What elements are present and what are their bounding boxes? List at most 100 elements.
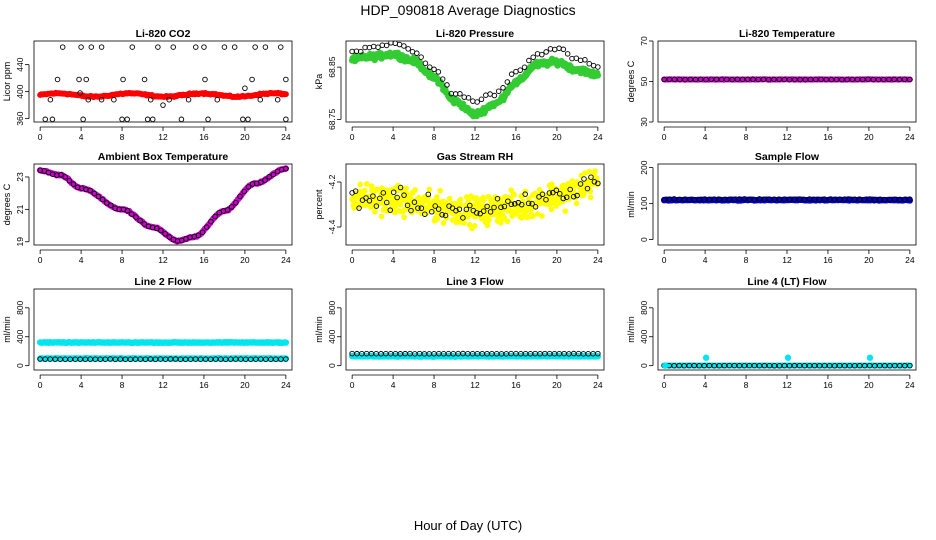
panel-1-open-point: [283, 116, 289, 122]
panel-5-title: Gas Stream RH: [437, 151, 513, 163]
panel-3-open-point: [797, 76, 803, 83]
panel-5-open-point: [484, 203, 490, 210]
panel-5-filled-point: [586, 168, 593, 175]
panel-5-open-point: [532, 204, 539, 210]
panel-7-y-tick-label: 0: [15, 363, 25, 368]
panel-5-filled-point: [367, 204, 374, 210]
panel-5-y-tick-label: -4.4: [327, 219, 337, 234]
panel-4-open-point: [137, 217, 143, 224]
panel-5-filled-point: [573, 200, 580, 207]
panel-2-open-point: [560, 46, 567, 53]
panel-2-open-point: [435, 69, 442, 75]
panel-3-marks: [661, 76, 913, 83]
panel-2-open-point: [461, 94, 467, 100]
panel-2-open-point: [543, 49, 549, 55]
panel-1-x-tick-label: 0: [38, 132, 43, 142]
panel-5-filled-point: [486, 217, 492, 224]
panel-8-x-tick-label: 16: [511, 380, 521, 390]
panel-5-open-point: [487, 209, 494, 215]
panel-1-open-point: [231, 44, 238, 50]
panel-5-open-point: [567, 186, 573, 193]
panel-7-y-label: ml/min: [2, 316, 12, 343]
panel-8-x-tick-label: 4: [391, 380, 396, 390]
panel-2-open-point: [564, 51, 571, 57]
panel-3-open-point: [771, 76, 777, 83]
panel-4-x-tick-label: 16: [199, 255, 209, 265]
panel-1-open-point: [88, 44, 95, 50]
panel-2-open-point: [457, 91, 463, 97]
panel-1-y-tick-label: 440: [15, 57, 25, 71]
panel-7-title: Line 2 Flow: [134, 276, 192, 288]
panel-2-x-tick-label: 16: [511, 132, 521, 142]
panel-3-x-tick-label: 20: [864, 132, 874, 142]
panel-5-x-tick-label: 0: [350, 255, 355, 265]
panel-5-open-point: [422, 211, 428, 217]
panel-6-frame: [657, 163, 917, 246]
panel-5-open-point: [467, 202, 473, 209]
panel-3-x-tick-label: 4: [703, 132, 708, 142]
panel-7-x-tick-label: 20: [240, 380, 250, 390]
panel-9-x-tick-label: 8: [744, 380, 749, 390]
panel-2-open-point: [500, 85, 506, 91]
panel-3-open-point: [713, 76, 720, 82]
panel-5-filled-point: [492, 194, 498, 200]
panel-1-open-point: [83, 76, 89, 83]
panel-2-x-tick-label: 12: [470, 132, 480, 142]
panel-1-open-point: [160, 102, 166, 108]
panel-4-frame: [33, 163, 293, 246]
panel-4-y-tick-label: 21: [15, 204, 25, 214]
panel-2-y-tick-label: 68.75: [327, 108, 337, 130]
panel-5-open-point: [415, 205, 421, 211]
panel-5-open-point: [439, 211, 445, 218]
panel-6-open-point: [861, 196, 868, 203]
panel-5-open-point: [529, 201, 535, 207]
panel-2-x-tick-label: 24: [593, 132, 603, 142]
panel-5-filled-point: [516, 208, 523, 214]
panel-5-open-point: [494, 195, 501, 202]
panel-4-marks: [36, 165, 290, 245]
panel-4-open-point: [266, 174, 272, 180]
panel-5-open-point: [401, 192, 407, 198]
panel-5-filled-point: [391, 209, 398, 216]
panel-5-open-point: [370, 193, 376, 199]
panel-4-open-point: [245, 184, 252, 190]
panel-6-y-label: ml/min: [626, 191, 636, 218]
panel-9-title: Line 4 (LT) Flow: [747, 276, 827, 288]
panel-1-open-point: [242, 85, 248, 91]
panel-4-y-tick-label: 19: [15, 237, 25, 247]
panel-4-title: Ambient Box Temperature: [98, 151, 229, 163]
panel-5-filled-point: [368, 183, 375, 189]
panel-3-open-point: [886, 76, 892, 83]
panel-6-x-tick-label: 4: [703, 255, 708, 265]
panel-5-filled-point: [511, 192, 517, 198]
panel-9-marks: [661, 354, 913, 369]
panel-2-open-point: [426, 64, 433, 70]
panel-1-open-point: [85, 96, 92, 103]
panel-5-filled-point: [562, 208, 568, 214]
panel-3-open-point: [776, 76, 782, 83]
panel-1-x-tick-label: 16: [199, 132, 209, 142]
panel-9-y-tick-label: 800: [639, 300, 649, 314]
panel-3-open-point: [828, 76, 835, 83]
panel-2-open-point: [414, 50, 420, 56]
panel-1-y-tick-label: 400: [15, 84, 25, 98]
panel-8-y-tick-label: 0: [327, 363, 337, 368]
panel-5-y-tick-label: -4.2: [327, 174, 337, 189]
panel-3-open-point: [891, 76, 897, 83]
panel-1-open-point: [59, 44, 66, 50]
panel-5-y-label: percent: [314, 189, 324, 220]
panel-5-open-point: [449, 205, 456, 211]
panel-4-open-point: [270, 171, 277, 178]
panel-5-open-point: [390, 189, 397, 195]
panel-9-frame: [657, 288, 917, 371]
panel-3-open-point: [786, 76, 793, 83]
panel-1-open-point: [147, 96, 154, 103]
panel-5-filled-point: [435, 198, 441, 205]
panel-1-open-point: [78, 44, 84, 50]
panel-1-open-point: [80, 116, 86, 122]
panel-2-open-point: [431, 66, 437, 73]
panel-4-open-point: [228, 204, 235, 210]
panel-1-open-point: [98, 44, 105, 50]
panel-2-open-point: [526, 57, 532, 64]
panel-1-open-point: [49, 116, 56, 122]
